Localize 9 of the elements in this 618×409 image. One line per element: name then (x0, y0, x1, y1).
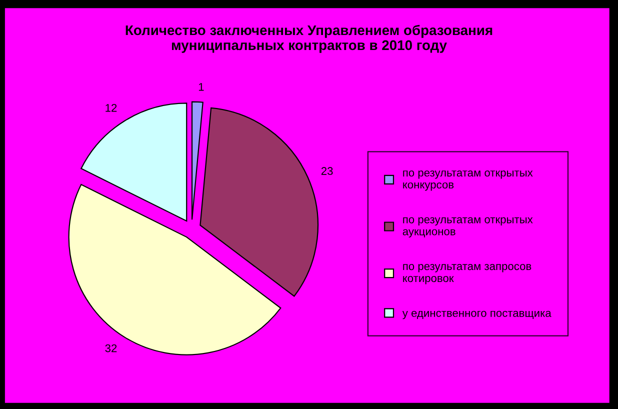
data-label: 32 (105, 344, 117, 352)
data-label: 12 (106, 104, 117, 112)
legend-label: по результатам открытых аукционов (402, 217, 533, 238)
legend-label: по результатам запросов котировок (403, 264, 532, 284)
legend-label: у единственного поставщика (402, 310, 552, 320)
data-label: 23 (321, 167, 333, 175)
chart-title: Количество заключенных Управлением образования муниципальных контрактов в 2010 году (126, 24, 492, 53)
legend-label: по результатам открытых конкурсов (403, 170, 533, 191)
data-label: 1 (198, 83, 204, 91)
